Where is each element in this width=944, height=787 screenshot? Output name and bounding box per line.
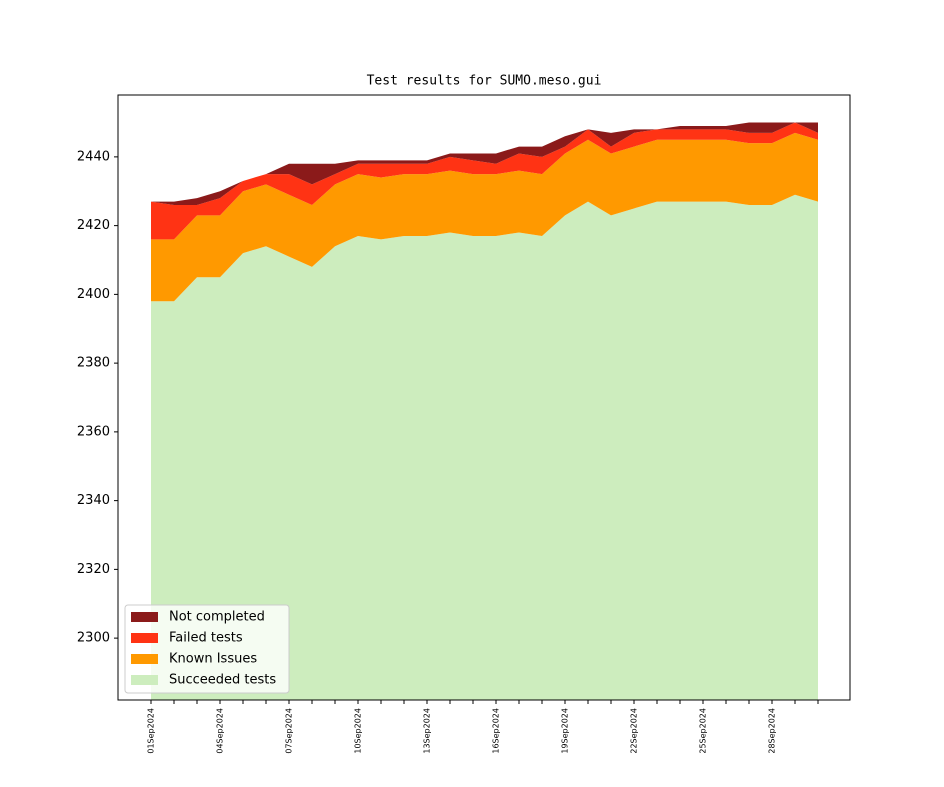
y-tick-label: 2440 [77, 149, 110, 164]
legend-frame [124, 604, 290, 694]
area [151, 132, 818, 302]
y-tick-label: 2340 [77, 493, 110, 508]
y-tick-label: 2380 [77, 356, 110, 371]
area [151, 122, 818, 240]
x-tick-label: 16Sep2024 [492, 708, 501, 754]
legend-swatch [131, 612, 158, 622]
y-tick-label: 2320 [77, 562, 110, 577]
x-tick-label: 04Sep2024 [216, 708, 225, 754]
x-tick-label: 28Sep2024 [768, 708, 777, 754]
legend-label: Known Issues [169, 652, 257, 667]
legend-swatch [131, 675, 158, 685]
y-tick-label: 2300 [77, 631, 110, 646]
x-tick-label: 25Sep2024 [699, 708, 708, 754]
x-tick-label: 19Sep2024 [561, 708, 570, 754]
axes-frame [117, 94, 851, 701]
y-tick-label: 2400 [77, 287, 110, 302]
x-tick-label: 13Sep2024 [423, 708, 432, 754]
plot-area [151, 122, 818, 700]
legend-swatch [131, 654, 158, 664]
legend-label: Succeeded tests [169, 673, 276, 688]
chart-title: Test results for SUMO.meso.gui [367, 74, 602, 89]
y-tick-label: 2420 [77, 218, 110, 233]
x-tick-label: 01Sep2024 [147, 708, 156, 754]
x-tick-label: 22Sep2024 [630, 708, 639, 754]
area [151, 122, 818, 205]
y-tick-label: 2360 [77, 424, 110, 439]
legend-label: Failed tests [169, 631, 243, 646]
area [151, 194, 818, 700]
x-tick-label: 10Sep2024 [354, 708, 363, 754]
legend-swatch [131, 633, 158, 643]
x-tick-label: 07Sep2024 [285, 708, 294, 754]
legend-label: Not completed [169, 610, 265, 625]
